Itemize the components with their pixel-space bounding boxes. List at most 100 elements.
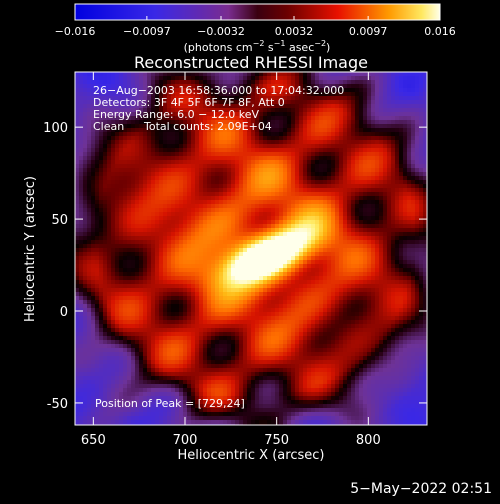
heatmap-cell <box>127 192 131 196</box>
heatmap-cell <box>155 168 159 172</box>
heatmap-cell <box>407 120 411 124</box>
heatmap-cell <box>331 260 335 264</box>
heatmap-cell <box>99 164 103 168</box>
heatmap-cell <box>275 180 279 184</box>
heatmap-cell <box>183 280 187 284</box>
heatmap-cell <box>243 272 247 276</box>
heatmap-cell <box>287 228 291 232</box>
heatmap-cell <box>419 224 423 228</box>
heatmap-cell <box>203 184 207 188</box>
heatmap-cell <box>399 104 403 108</box>
heatmap-cell <box>175 292 179 296</box>
heatmap-cell <box>275 268 279 272</box>
heatmap-cell <box>403 112 407 116</box>
heatmap-cell <box>195 200 199 204</box>
heatmap-cell <box>251 168 255 172</box>
heatmap-cell <box>215 292 219 296</box>
heatmap-cell <box>175 268 179 272</box>
heatmap-cell <box>299 220 303 224</box>
heatmap-cell <box>291 128 295 132</box>
heatmap-cell <box>87 280 91 284</box>
heatmap-cell <box>331 76 335 80</box>
heatmap-cell <box>179 164 183 168</box>
heatmap-cell <box>95 296 99 300</box>
heatmap-cell <box>375 260 379 264</box>
heatmap-cell <box>391 204 395 208</box>
heatmap-cell <box>379 228 383 232</box>
heatmap-cell <box>207 208 211 212</box>
heatmap-cell <box>87 244 91 248</box>
heatmap-cell <box>267 200 271 204</box>
heatmap-cell <box>143 272 147 276</box>
heatmap-cell <box>379 92 383 96</box>
heatmap-cell <box>155 260 159 264</box>
heatmap-cell <box>383 128 387 132</box>
heatmap-cell <box>115 212 119 216</box>
heatmap-cell <box>295 140 299 144</box>
heatmap-cell <box>251 188 255 192</box>
heatmap-cell <box>291 204 295 208</box>
heatmap-cell <box>259 112 263 116</box>
heatmap-cell <box>339 288 343 292</box>
heatmap-cell <box>291 168 295 172</box>
heatmap-cell <box>203 216 207 220</box>
heatmap-cell <box>239 280 243 284</box>
heatmap-cell <box>319 104 323 108</box>
heatmap-cell <box>283 152 287 156</box>
heatmap-cell <box>135 192 139 196</box>
heatmap-cell <box>219 256 223 260</box>
heatmap-cell <box>87 136 91 140</box>
heatmap-cell <box>135 236 139 240</box>
heatmap-cell <box>383 196 387 200</box>
heatmap-cell <box>259 176 263 180</box>
heatmap-cell <box>103 216 107 220</box>
heatmap-cell <box>99 280 103 284</box>
heatmap-cell <box>379 220 383 224</box>
heatmap-cell <box>267 220 271 224</box>
heatmap-cell <box>111 168 115 172</box>
heatmap-cell <box>403 268 407 272</box>
heatmap-cell <box>411 236 415 240</box>
heatmap-cell <box>339 136 343 140</box>
heatmap-cell <box>127 220 131 224</box>
heatmap-cell <box>167 240 171 244</box>
heatmap-cell <box>323 176 327 180</box>
heatmap-cell <box>231 240 235 244</box>
heatmap-cell <box>323 184 327 188</box>
heatmap-cell <box>167 256 171 260</box>
heatmap-cell <box>419 292 423 296</box>
heatmap-cell <box>207 268 211 272</box>
heatmap-cell <box>199 72 203 76</box>
heatmap-cell <box>283 284 287 288</box>
heatmap-cell <box>375 128 379 132</box>
heatmap-cell <box>151 76 155 80</box>
heatmap-cell <box>347 128 351 132</box>
heatmap-cell <box>135 204 139 208</box>
heatmap-cell <box>303 140 307 144</box>
heatmap-cell <box>283 252 287 256</box>
heatmap-cell <box>315 212 319 216</box>
heatmap-cell <box>255 176 259 180</box>
heatmap-cell <box>227 144 231 148</box>
heatmap-cell <box>127 148 131 152</box>
heatmap-cell <box>355 76 359 80</box>
heatmap-cell <box>119 172 123 176</box>
heatmap-cell <box>99 224 103 228</box>
heatmap-cell <box>327 228 331 232</box>
heatmap-cell <box>143 136 147 140</box>
heatmap-cell <box>239 76 243 80</box>
heatmap-cell <box>127 136 131 140</box>
heatmap-cell <box>351 124 355 128</box>
heatmap-cell <box>339 164 343 168</box>
heatmap-cell <box>367 176 371 180</box>
heatmap-cell <box>367 84 371 88</box>
heatmap-cell <box>363 252 367 256</box>
heatmap-cell <box>391 104 395 108</box>
heatmap-cell <box>111 164 115 168</box>
heatmap-cell <box>411 72 415 76</box>
heatmap-cell <box>275 168 279 172</box>
heatmap-cell <box>383 92 387 96</box>
heatmap-cell <box>215 224 219 228</box>
heatmap-cell <box>223 140 227 144</box>
heatmap-cell <box>415 232 419 236</box>
